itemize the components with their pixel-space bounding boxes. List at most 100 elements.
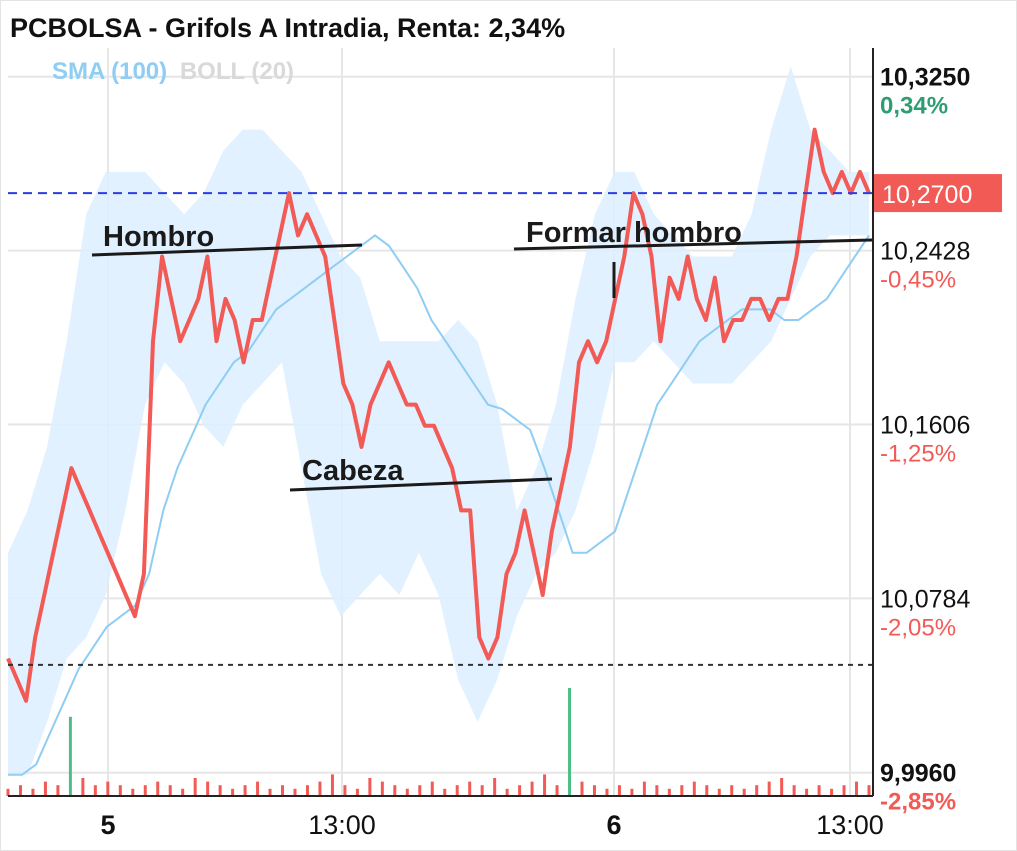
volume-bar bbox=[480, 785, 484, 796]
volume-bar bbox=[518, 785, 522, 796]
y-tick-price: 10,1606 bbox=[880, 412, 970, 440]
x-axis-labels: 5 13:00 6 13:00 bbox=[100, 810, 883, 840]
volume-bar bbox=[817, 785, 821, 796]
volume-bar bbox=[755, 785, 759, 796]
volume-bar bbox=[867, 785, 871, 796]
volume-bar bbox=[842, 785, 846, 796]
volume-bar bbox=[655, 785, 659, 796]
volume-bar bbox=[393, 785, 397, 796]
volume-bar bbox=[493, 778, 497, 796]
volume-bar bbox=[617, 785, 621, 796]
volume-bars bbox=[6, 688, 871, 796]
volume-bar bbox=[193, 778, 197, 796]
annotation-line bbox=[91, 243, 363, 257]
annotation-line bbox=[289, 477, 553, 492]
volume-bar bbox=[168, 785, 172, 796]
volume-bar bbox=[592, 785, 596, 796]
chart-title: PCBOLSA - Grifols A Intradia, Renta: 2,3… bbox=[6, 8, 876, 48]
volume-bar bbox=[742, 788, 746, 796]
bollinger-band bbox=[8, 66, 869, 775]
volume-bar bbox=[555, 785, 559, 796]
x-tick-label: 6 bbox=[606, 810, 621, 840]
volume-bar bbox=[568, 688, 572, 796]
y-tick-price: 9,9960 bbox=[880, 760, 956, 788]
annotation-line bbox=[513, 238, 873, 251]
annotation-label: Hombro bbox=[103, 221, 214, 253]
volume-bar bbox=[792, 785, 796, 796]
volume-bar bbox=[468, 781, 472, 796]
sma-legend-label[interactable]: SMA (100) bbox=[52, 58, 168, 85]
volume-bar bbox=[293, 788, 297, 796]
volume-bar bbox=[580, 781, 584, 796]
grid-lines bbox=[8, 45, 873, 796]
volume-bar bbox=[530, 781, 534, 796]
volume-bar bbox=[93, 785, 97, 796]
volume-bar bbox=[830, 788, 834, 796]
volume-bar bbox=[855, 781, 859, 796]
volume-bar bbox=[630, 788, 634, 796]
volume-bar bbox=[705, 785, 709, 796]
volume-bar bbox=[131, 788, 135, 796]
volume-bar bbox=[218, 785, 222, 796]
volume-bar bbox=[181, 788, 185, 796]
volume-bar bbox=[767, 781, 771, 796]
volume-bar bbox=[730, 785, 734, 796]
sma-line bbox=[8, 234, 870, 776]
volume-bar bbox=[355, 788, 359, 796]
volume-bar bbox=[81, 778, 85, 796]
volume-bar bbox=[18, 785, 22, 796]
volume-bar bbox=[268, 788, 272, 796]
volume-bar bbox=[680, 785, 684, 796]
y-tick-change: -1,25% bbox=[880, 441, 956, 468]
x-tick-label: 13:00 bbox=[816, 810, 884, 840]
volume-bar bbox=[330, 774, 334, 796]
volume-bar bbox=[692, 781, 696, 796]
volume-bar bbox=[455, 785, 459, 796]
volume-bar bbox=[118, 785, 122, 796]
volume-bar bbox=[418, 785, 422, 796]
volume-bar bbox=[780, 778, 784, 796]
volume-bar bbox=[6, 788, 10, 796]
volume-bar bbox=[667, 788, 671, 796]
volume-bar bbox=[717, 788, 721, 796]
y-tick-price: 10,2428 bbox=[880, 238, 970, 266]
volume-bar bbox=[106, 781, 110, 796]
current-price-tag[interactable]: 10,2700 bbox=[874, 174, 1002, 213]
current-price-tag-bg bbox=[874, 174, 1002, 213]
y-tick-change: 0,34% bbox=[880, 93, 948, 120]
indicator-legend: SMA (100) BOLL (20) bbox=[52, 58, 294, 86]
y-tick-change: -0,45% bbox=[880, 267, 956, 294]
volume-bar bbox=[68, 716, 72, 796]
volume-bar bbox=[642, 781, 646, 796]
volume-bar bbox=[368, 778, 372, 796]
volume-bar bbox=[143, 785, 147, 796]
volume-bar bbox=[231, 788, 235, 796]
x-tick-label: 5 bbox=[100, 810, 115, 840]
volume-bar bbox=[243, 785, 247, 796]
y-tick-change: -2,85% bbox=[880, 789, 956, 816]
volume-bar bbox=[605, 788, 609, 796]
pattern-annotations: Hombro Cabeza Formar hombro bbox=[91, 217, 873, 492]
annotation-label: Cabeza bbox=[302, 455, 404, 487]
volume-bar bbox=[56, 785, 60, 796]
annotation-label: Formar hombro bbox=[526, 217, 742, 249]
volume-bar bbox=[206, 781, 210, 796]
volume-bar bbox=[156, 781, 160, 796]
y-tick-price: 10,0784 bbox=[880, 585, 970, 613]
volume-bar bbox=[505, 788, 509, 796]
volume-bar bbox=[805, 788, 809, 796]
volume-bar bbox=[543, 774, 547, 796]
current-price-tag-label: 10,2700 bbox=[882, 181, 972, 209]
boll-legend-label[interactable]: BOLL (20) bbox=[179, 58, 295, 85]
y-tick-change: -2,05% bbox=[880, 614, 956, 641]
volume-bar bbox=[430, 781, 434, 796]
volume-bar bbox=[443, 788, 447, 796]
volume-bar bbox=[43, 781, 47, 796]
volume-bar bbox=[405, 788, 409, 796]
x-tick-label: 13:00 bbox=[308, 810, 376, 840]
price-line bbox=[6, 127, 871, 703]
y-tick-price: 10,3250 bbox=[880, 64, 970, 92]
volume-bar bbox=[305, 785, 309, 796]
